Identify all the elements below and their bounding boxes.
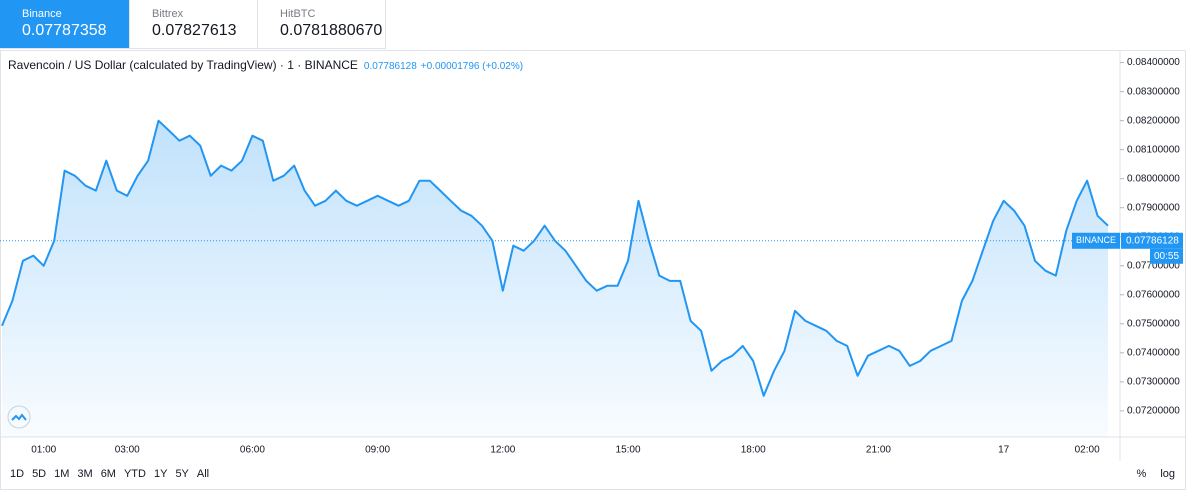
scale-options: % log (1137, 468, 1175, 480)
last-price: 0.07786128 (363, 61, 417, 72)
y-tick-label: 0.08200000 (1127, 115, 1180, 126)
y-tick-label: 0.08300000 (1127, 86, 1180, 97)
countdown-box (1150, 248, 1183, 264)
exchange-price: 0.07787358 (22, 22, 107, 39)
range-button[interactable]: 1M (54, 468, 70, 480)
scale-option[interactable]: % (1136, 468, 1147, 480)
exchange-tab[interactable]: Bittrex 0.07827613 (130, 0, 258, 49)
range-button[interactable]: All (196, 468, 210, 480)
x-tick-label: 12:00 (490, 445, 515, 456)
y-tick-label: 0.07600000 (1127, 289, 1180, 300)
y-tick-label: 0.07500000 (1127, 318, 1180, 329)
x-tick-label: 06:00 (240, 445, 265, 456)
x-tick-label: 02:00 (1075, 445, 1100, 456)
y-tick-label: 0.08000000 (1127, 173, 1180, 184)
range-button[interactable]: 5D (32, 468, 47, 480)
legend: Ravencoin / US Dollar (calculated by Tra… (8, 58, 523, 72)
y-tick-label: 0.08400000 (1127, 57, 1180, 68)
price-change: +0.00001796 (+0.02%) (420, 61, 524, 72)
range-button[interactable]: YTD (123, 468, 146, 480)
range-button[interactable]: 6M (100, 468, 116, 480)
price-tag-box (1121, 232, 1183, 249)
exchange-tab[interactable]: HitBTC 0.0781880670 (258, 0, 386, 49)
x-tick-label: 18:00 (741, 445, 766, 456)
scale-option[interactable]: log (1160, 468, 1175, 480)
x-tick-label: 15:00 (616, 445, 641, 456)
range-button[interactable]: 3M (77, 468, 93, 480)
y-tick-label: 0.07300000 (1127, 376, 1180, 387)
range-button[interactable]: 1Y (153, 468, 168, 480)
y-tick-label: 0.08100000 (1127, 144, 1180, 155)
chart-title: Ravencoin / US Dollar (calculated by Tra… (8, 58, 358, 72)
x-tick-label: 03:00 (115, 445, 140, 456)
exchange-name: Bittrex (152, 8, 184, 20)
x-tick-label: 09:00 (365, 445, 390, 456)
range-button[interactable]: 5Y (175, 468, 189, 480)
price-tag: 0.07786128 (1126, 235, 1179, 246)
exchange-tag-box (1072, 232, 1120, 249)
y-tick-label: 0.07200000 (1127, 406, 1180, 417)
chart-frame (0, 50, 1186, 490)
y-tick-label: 0.07400000 (1127, 347, 1180, 358)
exchange-tabs: Binance 0.07787358 Bittrex 0.07827613 HitBTC… (0, 0, 386, 50)
exchange-name: Binance (22, 8, 62, 20)
range-button[interactable]: 1D (10, 468, 25, 480)
exchange-tab[interactable]: Binance 0.07787358 (0, 0, 130, 49)
exchange-price: 0.0781880670 (280, 22, 383, 39)
exchange-name: HitBTC (280, 8, 316, 20)
countdown: 00:55 (1154, 251, 1179, 262)
x-tick-label: 17 (998, 445, 1010, 456)
y-tick-label: 0.07700000 (1127, 260, 1180, 271)
range-buttons: 1D 5D 1M 3M 6M YTD 1Y 5Y All (6, 468, 213, 480)
area-fill (2, 120, 1108, 437)
x-tick-label: 01:00 (31, 445, 56, 456)
x-tick-label: 21:00 (866, 445, 891, 456)
exchange-price: 0.07827613 (152, 22, 237, 39)
y-tick-label: 0.07900000 (1127, 202, 1180, 213)
exchange-tag: BINANCE (1076, 235, 1116, 245)
chart: 0.07200000 0.07300000 0.07400000 0.07500000… (0, 51, 1185, 461)
